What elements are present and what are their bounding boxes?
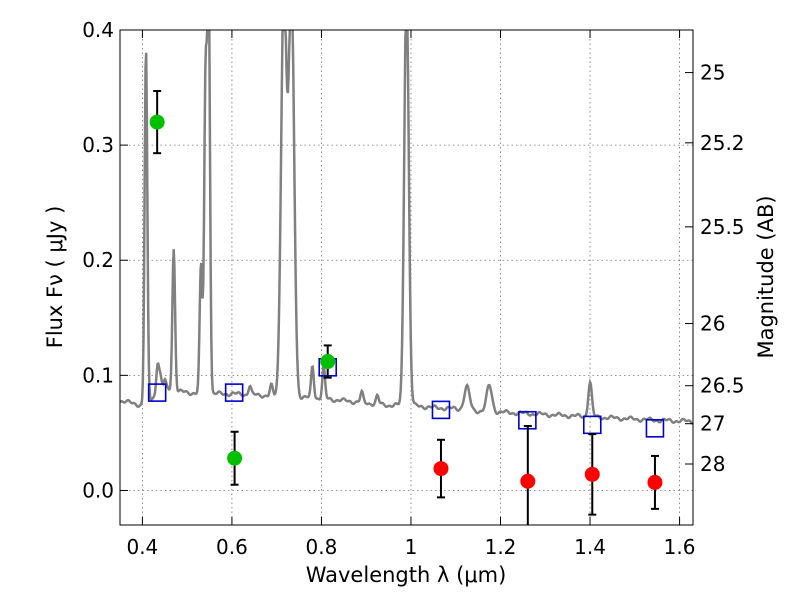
y2-axis-label: Magnitude (AB) — [754, 195, 778, 358]
x-tick-label: 1.6 — [664, 535, 696, 559]
y-tick-label: 0.2 — [82, 248, 114, 272]
y2-tick-label: 26 — [700, 312, 725, 336]
model-spectrum-line — [120, 30, 693, 425]
y2-tick-label: 25.5 — [700, 215, 745, 239]
x-tick-label: 1.4 — [574, 535, 606, 559]
points-layer — [147, 90, 665, 525]
data-point — [227, 450, 243, 466]
model-photometry-square — [645, 419, 665, 438]
y2-tick-label: 25 — [700, 61, 725, 85]
data-point — [149, 114, 165, 130]
x-tick-label: 1 — [405, 535, 418, 559]
y-tick-label: 0.3 — [82, 133, 114, 157]
y-tick-label: 0.1 — [82, 363, 114, 387]
x-axis-label: Wavelength λ (μm) — [306, 563, 507, 587]
data-point — [584, 466, 600, 482]
y-tick-label: 0.0 — [82, 478, 114, 502]
y2-tick-label: 27 — [700, 412, 725, 436]
plot-frame — [119, 29, 694, 526]
y2-tick-label: 25.2 — [700, 131, 745, 155]
plot-background — [120, 30, 693, 525]
y2-tick-label: 28 — [700, 452, 725, 476]
ticks-layer: 0.4 0.6 0.8 1 1.2 1.4 1.6 0.0 0.1 0.2 0.3 0.4 25 25.2… — [82, 18, 744, 559]
data-point — [647, 474, 663, 490]
y-tick-label: 0.4 — [82, 18, 114, 42]
x-tick-label: 0.8 — [306, 535, 338, 559]
x-tick-label: 0.6 — [216, 535, 248, 559]
y-axis-label: Flux Fν ( μJy ) — [43, 206, 67, 349]
x-tick-label: 0.4 — [126, 535, 158, 559]
y2-tick-label: 26.5 — [700, 374, 745, 398]
model-photometry-square — [224, 383, 244, 402]
model-photometry-square — [147, 383, 167, 402]
spectrum-layer — [120, 30, 693, 425]
data-point — [320, 354, 336, 370]
data-point — [520, 473, 536, 489]
model-photometry-square — [431, 400, 451, 420]
data-point — [433, 461, 449, 477]
x-tick-label: 1.2 — [485, 535, 517, 559]
